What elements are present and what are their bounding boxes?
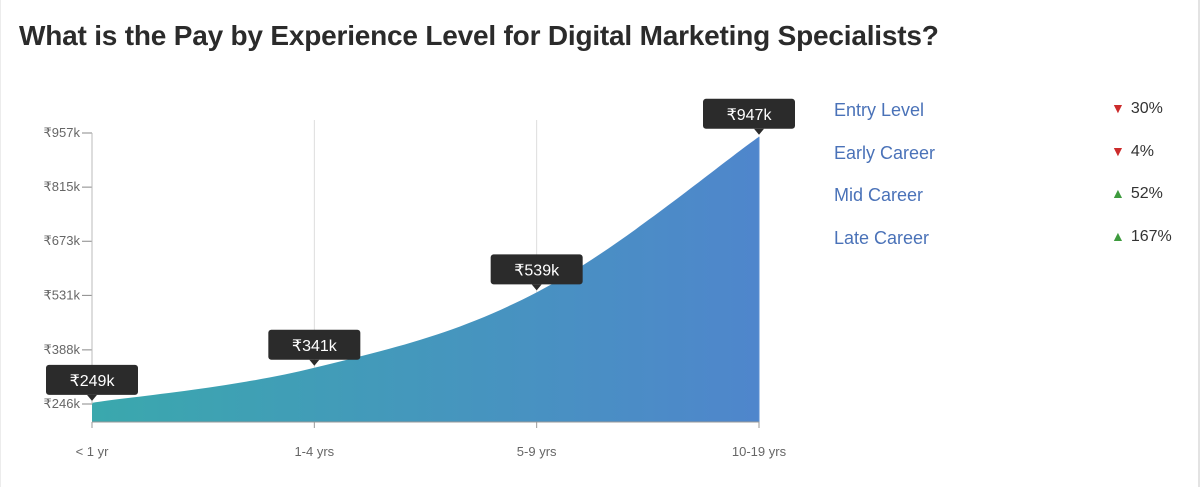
chart-title: What is the Pay by Experience Level for … [19,20,939,51]
pay-area-chart: ₹246k ₹388k ₹531k ₹673k ₹815k ₹957k < 1 yr 1-4 … [44,98,795,459]
down-arrow-icon: ▼ [1111,100,1125,116]
tooltip-pointer [87,394,97,401]
value-tooltip: ₹539k [490,254,583,291]
y-tick-label: ₹388k [44,342,81,357]
legend-change-entry-level: ▼ 30% [1111,100,1163,118]
value-tooltip: ₹947k [703,98,795,135]
legend-row-entry-level: Entry Level ▼ 30% [834,98,1186,141]
legend-label-early-career[interactable]: Early Career [834,142,936,163]
x-tick-label: 5-9 yrs [517,444,557,459]
frame-right-border [1198,0,1200,487]
up-arrow-icon: ▲ [1111,185,1125,201]
tooltip-value-label: ₹249k [70,373,116,390]
y-tick-label: ₹531k [44,287,81,302]
legend-label-late-career[interactable]: Late Career [834,227,930,248]
tooltip-pointer [754,128,764,135]
y-tick-label: ₹957k [44,125,81,140]
legend-row-early-career: Early Career ▼ 4% [834,141,1186,184]
legend-row-late-career: Late Career ▲ 167% [834,226,1186,269]
legend-change-late-career: ▲ 167% [1111,228,1172,246]
legend-change-value: 4% [1130,142,1154,160]
value-tooltip: ₹341k [268,329,361,366]
legend-change-value: 30% [1130,100,1163,117]
tooltip-pointer [531,284,542,291]
x-tick-label: 1-4 yrs [294,444,334,459]
tooltip-value-label: ₹947k [727,107,773,124]
tooltip-pointer [309,359,320,366]
tooltip-box [268,329,361,360]
value-tooltip: ₹249k [46,364,138,401]
x-tick-label: 10-19 yrs [732,444,787,459]
legend-label-mid-career[interactable]: Mid Career [834,185,924,205]
salary-area [92,136,759,423]
legend-change-value: 52% [1130,185,1163,202]
tooltip-value-label: ₹539k [514,262,560,279]
tooltip-box [46,364,138,395]
legend-change-value: 167% [1130,227,1172,245]
y-tick-label: ₹673k [44,233,81,248]
tooltip-value-label: ₹341k [292,338,338,355]
up-arrow-icon: ▲ [1111,227,1125,244]
tooltip-box [703,98,795,129]
y-tick-label: ₹246k [44,396,81,411]
frame-left-border [0,0,1,487]
y-tick-label: ₹815k [44,179,81,194]
tooltip-box [490,254,583,285]
legend-row-mid-career: Mid Career ▲ 52% [834,183,1186,226]
career-legend: Entry Level ▼ 30% Early Career ▼ 4% Mid Ca… [834,98,1186,268]
x-tick-label: < 1 yr [76,444,110,459]
down-arrow-icon: ▼ [1111,142,1125,159]
legend-label-entry-level[interactable]: Entry Level [834,100,925,120]
legend-change-mid-career: ▲ 52% [1111,185,1163,203]
legend-change-early-career: ▼ 4% [1111,143,1154,161]
